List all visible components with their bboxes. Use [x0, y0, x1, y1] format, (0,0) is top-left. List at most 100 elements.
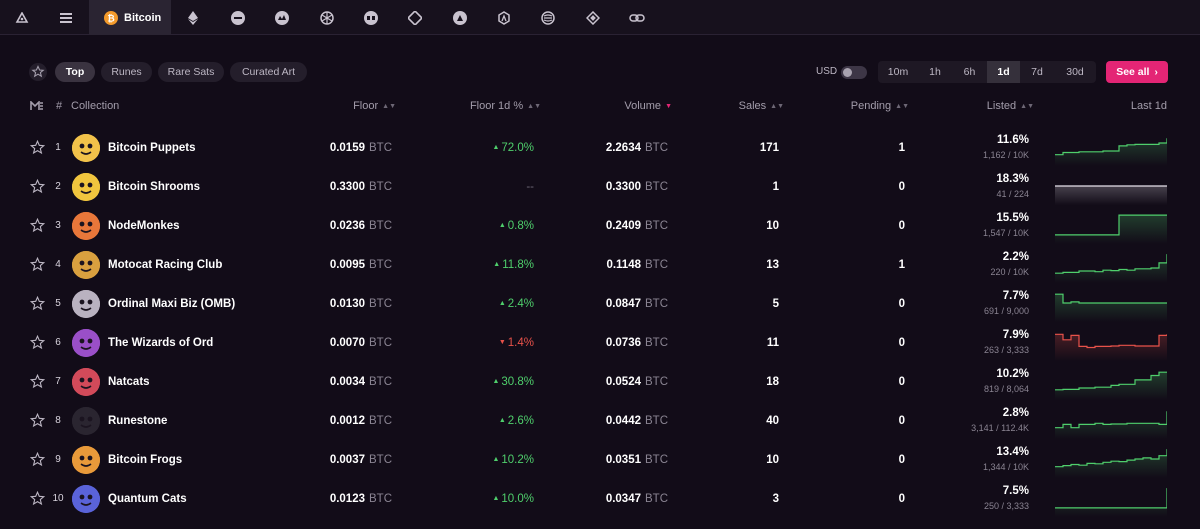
- timeframe-1h[interactable]: 1h: [918, 61, 952, 83]
- collection-avatar[interactable]: [72, 485, 100, 513]
- tab-rare-sats[interactable]: Rare Sats: [158, 62, 224, 82]
- table-row[interactable]: 5 Ordinal Maxi Biz (OMB) 0.0130 BTC ▲ 2.4% 0.0…: [0, 284, 1200, 323]
- collection-name[interactable]: NodeMonkes: [108, 219, 180, 232]
- avalanche-icon[interactable]: [484, 0, 524, 35]
- collection-name[interactable]: Bitcoin Puppets: [108, 141, 196, 154]
- header-sales-label: Sales: [738, 100, 767, 112]
- collection-avatar[interactable]: [72, 446, 100, 474]
- pending-value: 1: [898, 141, 905, 154]
- favorite-star-icon[interactable]: [30, 128, 45, 167]
- collection-name[interactable]: Ordinal Maxi Biz (OMB): [108, 297, 236, 310]
- favorite-star-icon[interactable]: [30, 167, 45, 206]
- favorite-star-icon[interactable]: [30, 362, 45, 401]
- favorite-star-icon[interactable]: [30, 440, 45, 479]
- arbitrum-icon[interactable]: [528, 0, 568, 35]
- volume-unit: BTC: [645, 141, 668, 154]
- collection-avatar[interactable]: [72, 368, 100, 396]
- header-sales[interactable]: Sales ▲▼: [700, 100, 784, 112]
- favorite-star-icon[interactable]: [30, 206, 45, 245]
- floor-value: 0.0123: [329, 492, 365, 505]
- sparkline-chart: [1055, 411, 1167, 439]
- usd-toggle[interactable]: [841, 66, 867, 79]
- floor-value: 0.0034: [329, 375, 365, 388]
- floor-unit: BTC: [369, 180, 392, 193]
- collection-name[interactable]: Motocat Racing Club: [108, 258, 223, 271]
- sparkline-area: [1055, 449, 1167, 478]
- sort-icon: ▲▼: [770, 103, 784, 110]
- sei-icon[interactable]: [440, 0, 480, 35]
- collection-avatar[interactable]: [72, 290, 100, 318]
- monad-icon[interactable]: [262, 0, 302, 35]
- header-listed[interactable]: Listed ▲▼: [960, 100, 1034, 112]
- table-row[interactable]: 3 NodeMonkes 0.0236 BTC ▲ 0.8% 0.2409 BTC 10 0 15.…: [0, 206, 1200, 245]
- table-row[interactable]: 7 Natcats 0.0034 BTC ▲ 30.8% 0.0524 BTC 18 0 10.2%…: [0, 362, 1200, 401]
- table-row[interactable]: 9 Bitcoin Frogs 0.0037 BTC ▲ 10.2% 0.0351 BTC 10…: [0, 440, 1200, 479]
- table-row[interactable]: 10 Quantum Cats 0.0123 BTC ▲ 10.0% 0.0347 BTC 3 0…: [0, 479, 1200, 518]
- see-all-label: See all: [1116, 66, 1150, 78]
- solana-icon[interactable]: [2, 0, 42, 35]
- row-rank: 7: [55, 376, 61, 387]
- abstract-icon[interactable]: [351, 0, 391, 35]
- tab-top[interactable]: Top: [55, 62, 95, 82]
- collection-avatar[interactable]: [72, 251, 100, 279]
- table-row[interactable]: 6 The Wizards of Ord 0.0070 BTC ▼ 1.4% 0.0736 B…: [0, 323, 1200, 362]
- listed-percent: 7.9%: [1002, 329, 1029, 341]
- header-floor-change[interactable]: Floor 1d % ▲▼: [420, 100, 541, 112]
- table-row[interactable]: 8 Runestone 0.0012 BTC ▲ 2.6% 0.0442 BTC 40 0 2.8%…: [0, 401, 1200, 440]
- berachain-icon[interactable]: [395, 0, 435, 35]
- collection-avatar[interactable]: [72, 212, 100, 240]
- tab-runes[interactable]: Runes: [101, 62, 152, 82]
- collection-image-icon: [72, 173, 100, 201]
- floor-change: 30.8%: [501, 375, 534, 388]
- timeframe-6h[interactable]: 6h: [952, 61, 987, 83]
- timeframe-1d[interactable]: 1d: [987, 61, 1020, 83]
- apechain-icon[interactable]: [307, 0, 347, 35]
- stacks-icon[interactable]: [46, 0, 86, 35]
- table-row[interactable]: 2 Bitcoin Shrooms 0.3300 BTC -- 0.3300 BTC 1 0 18…: [0, 167, 1200, 206]
- header-volume[interactable]: Volume ▼: [560, 100, 672, 112]
- chain-tab-bitcoin[interactable]: ₿ Bitcoin: [89, 0, 171, 35]
- collection-avatar[interactable]: [72, 173, 100, 201]
- bnb-icon[interactable]: [573, 0, 613, 35]
- collection-avatar[interactable]: [72, 134, 100, 162]
- ethereum-icon[interactable]: [173, 0, 213, 35]
- sparkline-area: [1055, 334, 1167, 361]
- table-row[interactable]: 1 Bitcoin Puppets 0.0159 BTC ▲ 72.0% 2.2634 BTC…: [0, 128, 1200, 167]
- row-rank: 9: [55, 454, 61, 465]
- volume-unit: BTC: [645, 492, 668, 505]
- timeframe-7d[interactable]: 7d: [1020, 61, 1054, 83]
- favorite-star-icon[interactable]: [30, 284, 45, 323]
- tab-curated-art[interactable]: Curated Art: [230, 62, 307, 82]
- listed-percent: 18.3%: [996, 173, 1029, 185]
- collection-image-icon: [72, 134, 100, 162]
- collection-avatar[interactable]: [72, 329, 100, 357]
- favorite-star-icon[interactable]: [30, 479, 45, 518]
- listed-count: 3,141 / 112.4K: [971, 423, 1029, 433]
- collection-name[interactable]: Bitcoin Shrooms: [108, 180, 201, 193]
- favorite-star-icon[interactable]: [30, 323, 45, 362]
- collection-name[interactable]: Natcats: [108, 375, 150, 388]
- base-icon[interactable]: [218, 0, 258, 35]
- collection-image-icon: [72, 407, 100, 435]
- favorites-star-icon[interactable]: [29, 63, 47, 86]
- pending-value: 0: [898, 180, 905, 193]
- header-pending[interactable]: Pending ▲▼: [820, 100, 909, 112]
- header-floor[interactable]: Floor ▲▼: [300, 100, 396, 112]
- collection-name[interactable]: The Wizards of Ord: [108, 336, 214, 349]
- pending-value: 0: [898, 297, 905, 310]
- table-row[interactable]: 4 Motocat Racing Club 0.0095 BTC ▲ 11.8% 0.114…: [0, 245, 1200, 284]
- collection-name[interactable]: Bitcoin Frogs: [108, 453, 183, 466]
- timeframe-10m[interactable]: 10m: [878, 61, 918, 83]
- row-rank: 2: [55, 181, 61, 192]
- favorite-star-icon[interactable]: [30, 245, 45, 284]
- collection-avatar[interactable]: [72, 407, 100, 435]
- collection-name[interactable]: Runestone: [108, 414, 168, 427]
- favorite-star-icon[interactable]: [30, 401, 45, 440]
- see-all-button[interactable]: See all ›: [1106, 61, 1168, 83]
- timeframe-30d[interactable]: 30d: [1054, 61, 1096, 83]
- floor-change: 11.8%: [502, 258, 534, 271]
- collection-name[interactable]: Quantum Cats: [108, 492, 187, 505]
- header-collection[interactable]: Collection: [71, 100, 120, 112]
- sparkline-area: [1055, 488, 1167, 517]
- link-icon[interactable]: [617, 0, 657, 35]
